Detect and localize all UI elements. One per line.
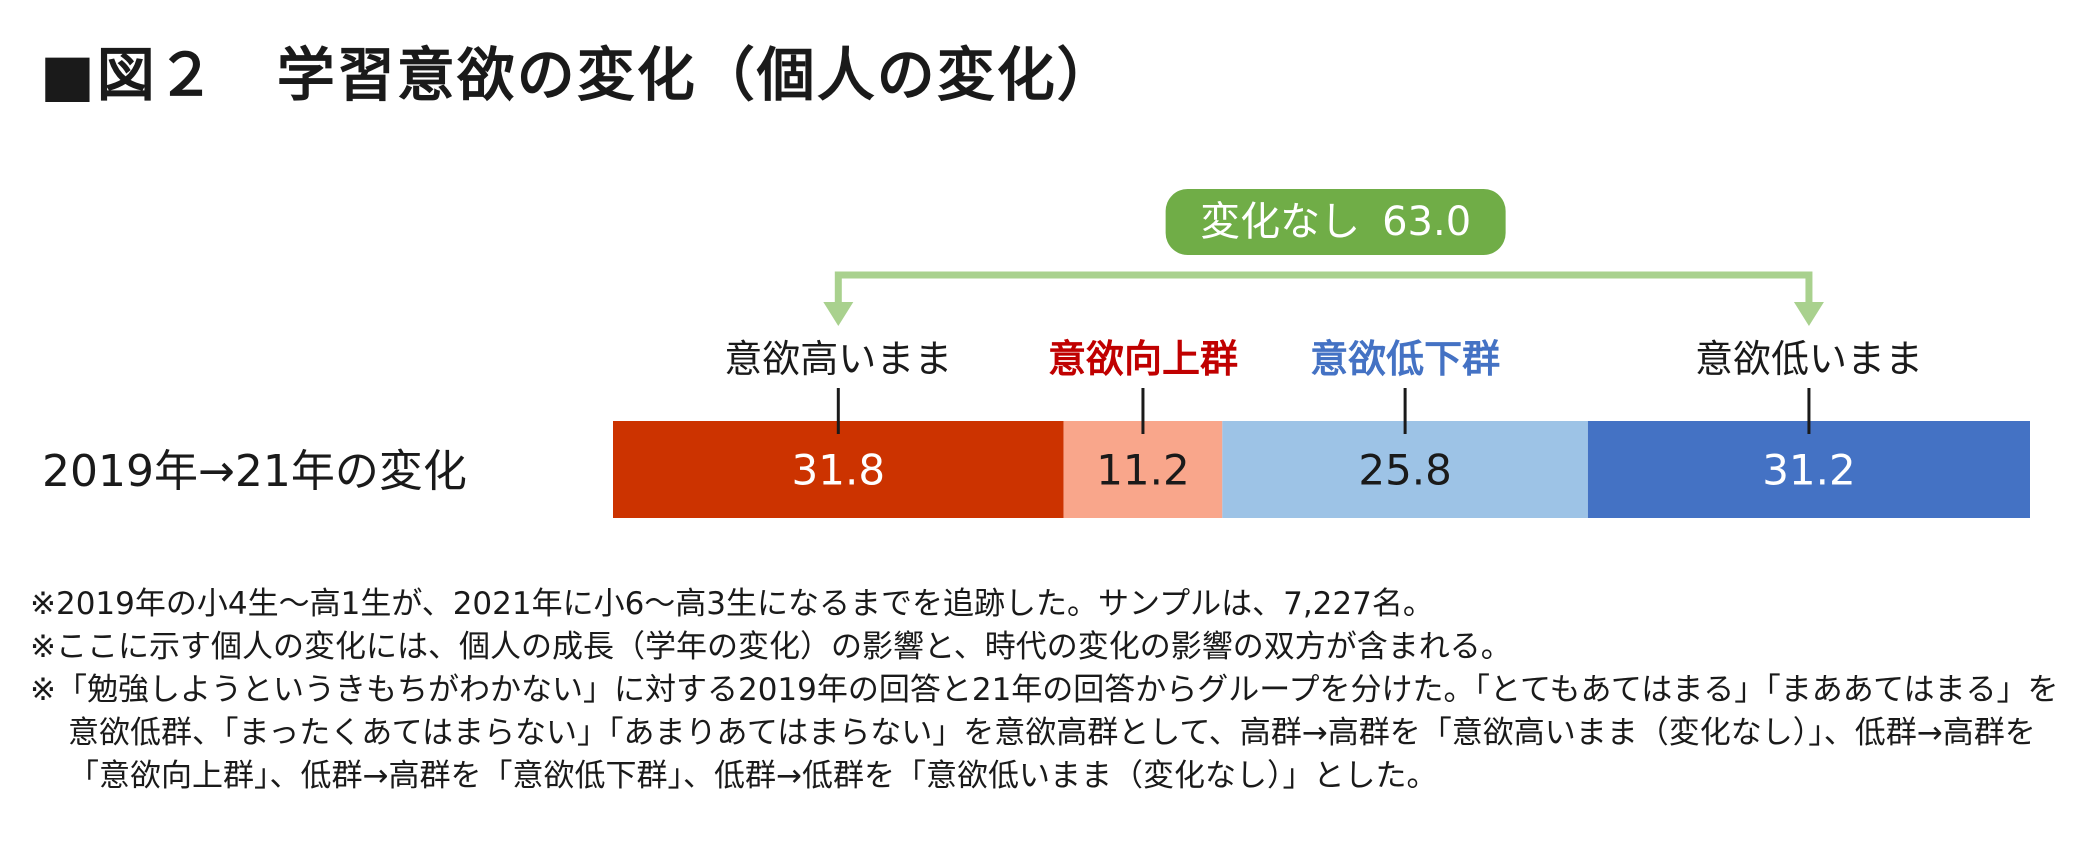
bar-segment bbox=[1587, 421, 2030, 518]
footnote: ※「勉強しようというきもちがわかない」に対する2019年の回答と21年の回答から… bbox=[30, 672, 2059, 794]
footnotes: ※2019年の小4生〜高1生が、2021年に小6〜高3生になるまでを追跡した。サ… bbox=[30, 583, 2060, 798]
arrow-head-right bbox=[1793, 302, 1824, 326]
series-label: 意欲高いまま bbox=[724, 337, 952, 381]
bracket-badge bbox=[1165, 189, 1506, 255]
footnote: ※ここに示す個人の変化には、個人の成長（学年の変化）の影響と、時代の変化の影響の… bbox=[30, 629, 1512, 665]
bar-segment bbox=[1222, 421, 1588, 518]
arrow-head-left bbox=[823, 302, 854, 326]
stacked-bar-chart: 変化なし 63.0 31.8 意欲高いまま 11.2 意欲向上群 25.8 意欲低下群 31.… bbox=[613, 189, 2030, 518]
bar-segment bbox=[1063, 421, 1223, 518]
data-label: 11.2 bbox=[1096, 446, 1190, 495]
page-title: ■図２ 学習意欲の変化（個人の変化） bbox=[40, 41, 1117, 109]
data-label: 31.2 bbox=[1762, 446, 1856, 495]
bracket-line bbox=[834, 271, 1813, 308]
data-label: 25.8 bbox=[1358, 446, 1452, 495]
series-label: 意欲低下群 bbox=[1310, 337, 1500, 381]
series-label: 意欲低いまま bbox=[1695, 337, 1923, 381]
bracket-label: 変化なし 63.0 bbox=[1200, 199, 1471, 245]
series-label: 意欲向上群 bbox=[1048, 337, 1238, 381]
footnote: ※2019年の小4生〜高1生が、2021年に小6〜高3生になるまでを追跡した。サ… bbox=[30, 586, 1434, 622]
bar-segment bbox=[613, 421, 1064, 518]
data-label: 31.8 bbox=[792, 446, 886, 495]
category-label: 2019年→21年の変化 bbox=[42, 446, 467, 497]
